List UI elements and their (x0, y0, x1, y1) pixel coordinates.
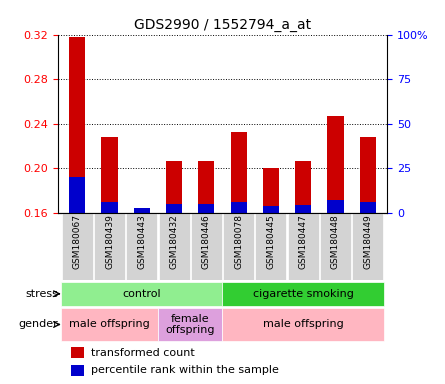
Text: stress: stress (25, 289, 58, 299)
Bar (328, 200, 344, 213)
Text: percentile rank within the sample: percentile rank within the sample (91, 365, 279, 375)
Bar (134, 207, 150, 213)
Text: cigarette smoking: cigarette smoking (253, 289, 354, 299)
Text: control: control (122, 289, 161, 299)
Text: gender: gender (18, 319, 58, 329)
FancyBboxPatch shape (255, 213, 287, 280)
FancyBboxPatch shape (320, 213, 351, 280)
Bar (295, 205, 312, 213)
Bar (166, 161, 182, 213)
Title: GDS2990 / 1552794_a_at: GDS2990 / 1552794_a_at (134, 18, 311, 32)
Text: male offspring: male offspring (263, 319, 344, 329)
Text: GSM180446: GSM180446 (202, 214, 211, 269)
Text: GSM180445: GSM180445 (267, 214, 275, 269)
Text: female
offspring: female offspring (166, 314, 215, 335)
Text: GSM180067: GSM180067 (73, 214, 82, 270)
Bar (198, 161, 214, 213)
Bar (198, 204, 214, 213)
FancyBboxPatch shape (61, 282, 222, 306)
Text: GSM180447: GSM180447 (299, 214, 307, 269)
FancyBboxPatch shape (222, 308, 384, 341)
Bar (166, 204, 182, 213)
FancyBboxPatch shape (288, 213, 319, 280)
FancyBboxPatch shape (61, 308, 158, 341)
Bar (101, 202, 117, 213)
Bar (360, 202, 376, 213)
Bar (295, 161, 312, 213)
Bar (69, 37, 85, 213)
FancyBboxPatch shape (158, 308, 222, 341)
FancyBboxPatch shape (191, 213, 222, 280)
Bar (69, 177, 85, 213)
Bar (134, 207, 150, 213)
FancyBboxPatch shape (94, 213, 125, 280)
Bar (71, 365, 84, 376)
FancyBboxPatch shape (352, 213, 383, 280)
Bar (328, 116, 344, 213)
FancyBboxPatch shape (126, 213, 157, 280)
Bar (71, 347, 84, 358)
FancyBboxPatch shape (222, 282, 384, 306)
Bar (231, 202, 247, 213)
FancyBboxPatch shape (158, 213, 190, 280)
Text: GSM180432: GSM180432 (170, 214, 178, 269)
Text: GSM180449: GSM180449 (363, 214, 372, 269)
Bar (263, 169, 279, 213)
FancyBboxPatch shape (62, 213, 93, 280)
Text: GSM180443: GSM180443 (138, 214, 146, 269)
Bar (263, 207, 279, 213)
Text: male offspring: male offspring (69, 319, 150, 329)
Bar (231, 132, 247, 213)
Bar (101, 137, 117, 213)
Text: transformed count: transformed count (91, 348, 194, 358)
Text: GSM180078: GSM180078 (234, 214, 243, 270)
FancyBboxPatch shape (223, 213, 254, 280)
Bar (360, 137, 376, 213)
Text: GSM180448: GSM180448 (331, 214, 340, 269)
Text: GSM180439: GSM180439 (105, 214, 114, 269)
